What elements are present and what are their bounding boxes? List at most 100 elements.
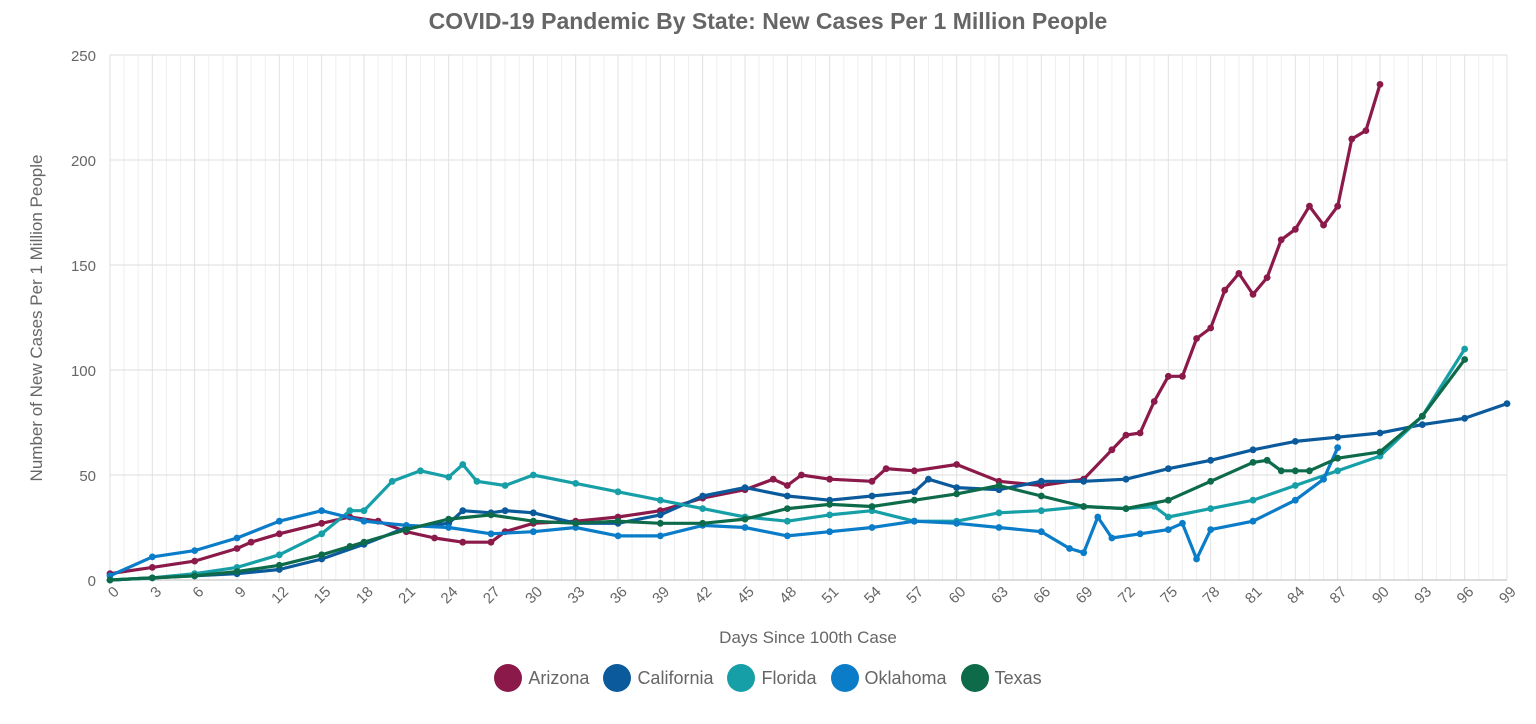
data-point[interactable] xyxy=(1094,513,1102,521)
data-point[interactable] xyxy=(1037,492,1045,500)
data-point[interactable] xyxy=(741,515,749,523)
data-point[interactable] xyxy=(473,477,481,485)
legend-item-texas[interactable]: Texas xyxy=(960,664,1042,692)
data-point[interactable] xyxy=(1164,465,1172,473)
data-point[interactable] xyxy=(1376,448,1384,456)
data-point[interactable] xyxy=(1164,513,1172,521)
data-point[interactable] xyxy=(826,511,834,519)
data-point[interactable] xyxy=(953,484,961,491)
data-point[interactable] xyxy=(1108,534,1116,542)
data-point[interactable] xyxy=(1207,456,1215,464)
data-point[interactable] xyxy=(233,568,241,575)
data-point[interactable] xyxy=(1334,454,1342,462)
data-point[interactable] xyxy=(1122,505,1130,512)
series-line-oklahoma[interactable] xyxy=(108,446,1340,578)
data-point[interactable] xyxy=(445,473,453,481)
data-point[interactable] xyxy=(1164,526,1172,533)
data-point[interactable] xyxy=(1179,519,1186,527)
data-point[interactable] xyxy=(318,507,326,515)
data-point[interactable] xyxy=(431,534,438,542)
data-point[interactable] xyxy=(1263,274,1271,281)
data-point[interactable] xyxy=(1080,477,1088,485)
data-point[interactable] xyxy=(1207,477,1215,485)
data-point[interactable] xyxy=(910,496,918,504)
data-point[interactable] xyxy=(783,517,791,525)
data-point[interactable] xyxy=(417,467,424,475)
data-point[interactable] xyxy=(1037,477,1045,485)
data-point[interactable] xyxy=(656,496,664,504)
data-point[interactable] xyxy=(910,517,918,525)
data-point[interactable] xyxy=(148,564,156,571)
data-point[interactable] xyxy=(1207,526,1215,533)
data-point[interactable] xyxy=(275,517,283,525)
data-point[interactable] xyxy=(1249,517,1257,525)
data-point[interactable] xyxy=(1277,236,1285,244)
data-point[interactable] xyxy=(1263,456,1271,464)
data-point[interactable] xyxy=(1291,438,1299,445)
legend-item-oklahoma[interactable]: Oklahoma xyxy=(830,664,947,692)
data-point[interactable] xyxy=(1418,421,1426,428)
data-point[interactable] xyxy=(191,572,199,580)
data-point[interactable] xyxy=(699,519,707,527)
data-point[interactable] xyxy=(1150,398,1158,405)
data-point[interactable] xyxy=(346,507,354,515)
data-point[interactable] xyxy=(1108,446,1116,454)
data-point[interactable] xyxy=(826,475,834,483)
data-point[interactable] xyxy=(910,488,918,496)
legend-item-florida[interactable]: Florida xyxy=(727,664,817,692)
data-point[interactable] xyxy=(501,482,509,489)
data-point[interactable] xyxy=(741,484,749,491)
data-point[interactable] xyxy=(106,576,114,584)
data-point[interactable] xyxy=(360,538,368,546)
data-point[interactable] xyxy=(826,501,834,508)
data-point[interactable] xyxy=(1249,496,1257,504)
data-point[interactable] xyxy=(1080,549,1088,557)
data-point[interactable] xyxy=(1334,202,1342,210)
data-point[interactable] xyxy=(1291,482,1299,489)
data-point[interactable] xyxy=(529,517,537,525)
data-point[interactable] xyxy=(247,538,255,546)
data-point[interactable] xyxy=(233,545,241,552)
data-point[interactable] xyxy=(656,532,664,540)
data-point[interactable] xyxy=(995,524,1003,531)
data-point[interactable] xyxy=(1306,467,1313,475)
data-point[interactable] xyxy=(1193,335,1200,342)
data-point[interactable] xyxy=(388,477,396,485)
data-point[interactable] xyxy=(459,507,467,515)
data-point[interactable] xyxy=(1122,431,1130,439)
data-point[interactable] xyxy=(910,467,918,475)
data-point[interactable] xyxy=(1461,356,1469,363)
data-point[interactable] xyxy=(769,475,777,483)
data-point[interactable] xyxy=(798,471,805,479)
data-point[interactable] xyxy=(572,519,580,527)
data-point[interactable] xyxy=(275,551,283,559)
data-point[interactable] xyxy=(995,482,1003,489)
data-point[interactable] xyxy=(995,509,1003,517)
data-point[interactable] xyxy=(1362,127,1370,134)
data-point[interactable] xyxy=(529,471,537,479)
data-point[interactable] xyxy=(346,543,354,550)
data-point[interactable] xyxy=(1348,135,1356,143)
data-point[interactable] xyxy=(868,477,876,485)
data-point[interactable] xyxy=(318,519,326,527)
data-point[interactable] xyxy=(868,503,876,510)
data-point[interactable] xyxy=(1418,412,1426,420)
data-point[interactable] xyxy=(656,511,664,519)
data-point[interactable] xyxy=(1306,202,1313,210)
data-point[interactable] xyxy=(1193,555,1200,563)
data-point[interactable] xyxy=(614,488,622,496)
data-point[interactable] xyxy=(1291,225,1299,233)
legend-item-arizona[interactable]: Arizona xyxy=(494,664,589,692)
data-point[interactable] xyxy=(699,492,707,500)
data-point[interactable] xyxy=(402,526,410,533)
data-point[interactable] xyxy=(1291,467,1299,475)
data-point[interactable] xyxy=(360,517,368,525)
data-point[interactable] xyxy=(882,465,890,473)
data-point[interactable] xyxy=(783,482,791,489)
data-point[interactable] xyxy=(1334,467,1342,475)
data-point[interactable] xyxy=(1376,429,1384,437)
data-point[interactable] xyxy=(1249,459,1257,466)
data-point[interactable] xyxy=(1334,444,1342,452)
data-point[interactable] xyxy=(868,492,876,500)
data-point[interactable] xyxy=(1164,496,1172,504)
